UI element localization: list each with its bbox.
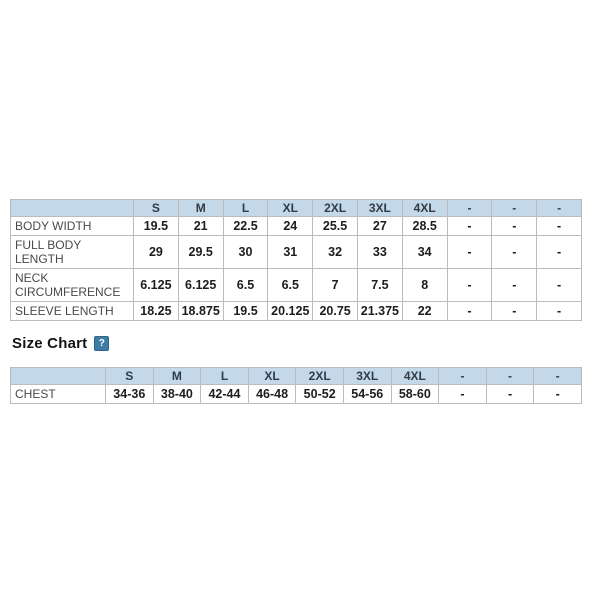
measurement-cell: 34	[401, 235, 448, 269]
measurement-cell: -	[491, 235, 538, 269]
chest-table-corner-cell	[10, 367, 106, 385]
size-column-header: -	[491, 199, 538, 217]
measurement-cell: 19.5	[222, 301, 269, 321]
row-label: SLEEVE LENGTH	[10, 301, 134, 321]
measurement-cell: 58-60	[390, 384, 440, 404]
measurement-cell: 29.5	[177, 235, 224, 269]
measurement-cell: 6.5	[267, 268, 314, 302]
measurement-cell: -	[446, 301, 493, 321]
size-column-header: L	[222, 199, 269, 217]
measurement-cell: 38-40	[152, 384, 202, 404]
row-label: FULL BODY LENGTH	[10, 235, 134, 269]
measurement-cell: 29	[133, 235, 179, 269]
measurement-cell: -	[536, 235, 582, 269]
measurement-cell: 21.375	[356, 301, 403, 321]
size-chart-heading: Size Chart	[12, 334, 88, 352]
measurement-cell: 28.5	[401, 216, 448, 236]
measurement-cell: 18.25	[133, 301, 179, 321]
measurement-cell: 25.5	[312, 216, 358, 236]
measurement-cell: 42-44	[200, 384, 249, 404]
size-column-header: -	[446, 199, 493, 217]
size-column-header: -	[485, 367, 535, 385]
measurement-cell: -	[491, 301, 538, 321]
size-chart-heading-row: Size Chart ?	[12, 334, 110, 352]
table-row-body-width: BODY WIDTH 19.5 21 22.5 24 25.5 27 28.5 …	[10, 216, 582, 236]
size-column-header: XL	[267, 199, 314, 217]
table-row-full-body-length: FULL BODY LENGTH 29 29.5 30 31 32 33 34 …	[10, 235, 582, 269]
size-column-header: 4XL	[401, 199, 448, 217]
row-label: NECK CIRCUMFERENCE	[10, 268, 134, 302]
chest-table-header-row: S M L XL 2XL 3XL 4XL - - -	[10, 367, 582, 385]
measurement-cell: 46-48	[247, 384, 297, 404]
measurement-cell: 21	[177, 216, 224, 236]
measurement-cell: -	[491, 216, 538, 236]
measurement-cell: 8	[401, 268, 448, 302]
measurement-cell: 30	[222, 235, 269, 269]
size-column-header: 2XL	[312, 199, 358, 217]
measurement-cell: 19.5	[133, 216, 179, 236]
measurement-cell: 6.5	[222, 268, 269, 302]
measurement-cell: -	[446, 216, 493, 236]
measurement-cell: 31	[267, 235, 314, 269]
measurement-cell: 6.125	[133, 268, 179, 302]
measurement-cell: 7.5	[356, 268, 403, 302]
size-column-header: -	[536, 199, 582, 217]
measurement-cell: 6.125	[177, 268, 224, 302]
size-column-header: -	[533, 367, 582, 385]
chest-size-chart-table: S M L XL 2XL 3XL 4XL - - - CHEST 34-36 3…	[10, 367, 582, 404]
measurement-cell: -	[491, 268, 538, 302]
size-column-header: XL	[247, 367, 297, 385]
spec-table-header-row: S M L XL 2XL 3XL 4XL - - -	[10, 199, 582, 217]
measurement-cell: -	[536, 301, 582, 321]
measurement-cell: -	[536, 268, 582, 302]
table-row-chest: CHEST 34-36 38-40 42-44 46-48 50-52 54-5…	[10, 384, 582, 404]
measurement-cell: -	[533, 384, 582, 404]
row-label: BODY WIDTH	[10, 216, 134, 236]
size-column-header: S	[133, 199, 179, 217]
measurement-cell: 7	[312, 268, 358, 302]
measurement-cell: 24	[267, 216, 314, 236]
size-column-header: M	[177, 199, 224, 217]
measurement-cell: -	[536, 216, 582, 236]
measurement-cell: 33	[356, 235, 403, 269]
measurement-cell: 34-36	[105, 384, 154, 404]
measurement-cell: 20.125	[267, 301, 314, 321]
size-column-header: S	[105, 367, 154, 385]
help-icon[interactable]: ?	[94, 335, 110, 351]
size-column-header: 4XL	[390, 367, 440, 385]
size-column-header: M	[152, 367, 202, 385]
size-column-header: -	[438, 367, 487, 385]
measurement-cell: 18.875	[177, 301, 224, 321]
measurement-cell: -	[485, 384, 535, 404]
table-row-sleeve-length: SLEEVE LENGTH 18.25 18.875 19.5 20.125 2…	[10, 301, 582, 321]
size-column-header: 2XL	[295, 367, 344, 385]
measurement-cell: 20.75	[312, 301, 358, 321]
row-label: CHEST	[10, 384, 106, 404]
measurement-cell: 22	[401, 301, 448, 321]
spec-table-corner-cell	[10, 199, 134, 217]
measurement-cell: -	[446, 268, 493, 302]
table-row-neck-circumference: NECK CIRCUMFERENCE 6.125 6.125 6.5 6.5 7…	[10, 268, 582, 302]
measurement-cell: 54-56	[342, 384, 392, 404]
measurement-spec-table: S M L XL 2XL 3XL 4XL - - - BODY WIDTH 19…	[10, 199, 582, 321]
size-column-header: 3XL	[356, 199, 403, 217]
size-column-header: L	[200, 367, 249, 385]
measurement-cell: 27	[356, 216, 403, 236]
measurement-cell: 50-52	[295, 384, 344, 404]
measurement-cell: 22.5	[222, 216, 269, 236]
size-column-header: 3XL	[342, 367, 392, 385]
measurement-cell: -	[438, 384, 487, 404]
measurement-cell: 32	[312, 235, 358, 269]
measurement-cell: -	[446, 235, 493, 269]
